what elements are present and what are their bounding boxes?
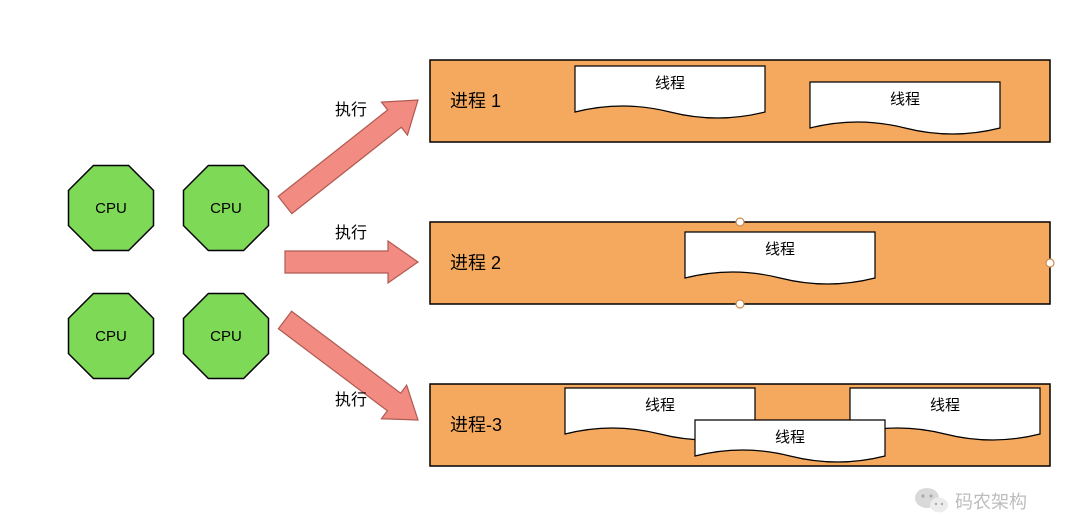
process-box: 进程 2 线程	[430, 218, 1054, 308]
cpu-node: CPU	[69, 166, 154, 251]
arrow-label: 执行	[335, 391, 367, 409]
cpu-label: CPU	[210, 200, 242, 217]
thread-label: 线程	[765, 241, 795, 258]
thread-label: 线程	[930, 397, 960, 414]
cpu-label: CPU	[95, 200, 127, 217]
selection-handle	[1046, 259, 1054, 267]
process-label: 进程-3	[450, 415, 502, 435]
thread-label: 线程	[890, 91, 920, 108]
selection-handle	[736, 300, 744, 308]
watermark-text: 码农架构	[955, 492, 1027, 512]
arrow-label: 执行	[335, 224, 367, 242]
cpu-label: CPU	[210, 328, 242, 345]
wechat-icon	[930, 498, 948, 513]
process-label: 进程 1	[450, 91, 501, 111]
thread-label: 线程	[655, 75, 685, 92]
cpu-node: CPU	[184, 166, 269, 251]
thread-label: 线程	[775, 429, 805, 446]
selection-handle	[736, 218, 744, 226]
process-label: 进程 2	[450, 253, 501, 273]
thread-label: 线程	[645, 397, 675, 414]
arrow-label: 执行	[335, 101, 367, 119]
cpu-label: CPU	[95, 328, 127, 345]
process-box: 进程-3线程线程线程	[430, 384, 1050, 466]
process-box: 进程 1线程线程	[430, 60, 1050, 142]
cpu-node: CPU	[69, 294, 154, 379]
watermark: 码农架构	[915, 488, 1027, 513]
cpu-node: CPU	[184, 294, 269, 379]
